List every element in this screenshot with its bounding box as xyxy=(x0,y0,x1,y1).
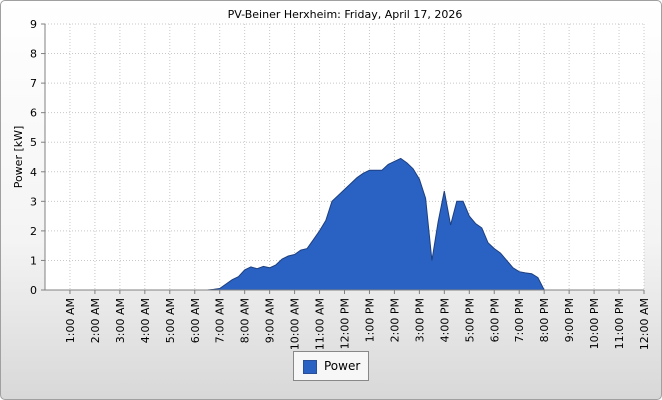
x-tick-label: 10:00 PM xyxy=(588,298,601,349)
y-tick-label: 5 xyxy=(30,136,37,149)
x-tick-label: 11:00 PM xyxy=(613,298,626,349)
x-tick-labels: 1:00 AM 2:00 AM 3:00 AM 4:00 AM 5:00 AM 6:00 … xyxy=(64,298,651,350)
y-tick-label: 9 xyxy=(30,18,37,31)
y-tick-label: 2 xyxy=(30,225,37,238)
y-tick-label: 4 xyxy=(30,166,37,179)
legend-swatch-power xyxy=(303,360,317,374)
x-tick-label: 11:00 AM xyxy=(314,298,327,350)
x-tick-label: 2:00 AM xyxy=(89,298,102,343)
x-tick-label: 12:00 PM xyxy=(339,298,352,349)
x-tick-label: 1:00 AM xyxy=(64,298,77,343)
legend-label-power: Power xyxy=(324,359,361,373)
x-tick-label: 4:00 PM xyxy=(438,298,451,342)
x-tick-label: 7:00 AM xyxy=(214,298,227,343)
y-tick-label: 3 xyxy=(30,195,37,208)
chart-title: PV-Beiner Herxheim: Friday, April 17, 20… xyxy=(228,8,463,21)
x-tick-label: 5:00 AM xyxy=(164,298,177,343)
x-tick-label: 8:00 AM xyxy=(239,298,252,343)
x-tick-label: 9:00 PM xyxy=(563,298,576,342)
y-tick-label: 7 xyxy=(30,77,37,90)
x-tick-label: 4:00 AM xyxy=(139,298,152,343)
x-tick-label: 9:00 AM xyxy=(264,298,277,343)
x-tick-label: 5:00 PM xyxy=(463,298,476,342)
y-axis-label: Power [kW] xyxy=(12,126,25,189)
x-tick-label: 2:00 PM xyxy=(388,298,401,342)
y-tick-label: 0 xyxy=(30,284,37,297)
y-tick-labels: 0 1 2 3 4 5 6 7 8 9 xyxy=(30,18,37,297)
x-tick-label: 10:00 AM xyxy=(289,298,302,350)
y-tick-label: 8 xyxy=(30,48,37,61)
x-tick-label: 3:00 PM xyxy=(413,298,426,342)
series-area xyxy=(207,157,546,291)
x-tick-label: 1:00 PM xyxy=(363,298,376,342)
legend: Power xyxy=(293,351,369,381)
grid-lines xyxy=(41,23,645,294)
y-tick-label: 1 xyxy=(30,254,37,267)
x-tick-label: 6:00 AM xyxy=(189,298,202,343)
x-tick-label: 3:00 AM xyxy=(114,298,127,343)
x-tick-label: 12:00 AM xyxy=(638,298,651,350)
y-tick-label: 6 xyxy=(30,107,37,120)
series-area-power xyxy=(207,157,546,291)
x-tick-label: 7:00 PM xyxy=(513,298,526,342)
x-tick-label: 8:00 PM xyxy=(538,298,551,342)
x-tick-label: 6:00 PM xyxy=(488,298,501,342)
